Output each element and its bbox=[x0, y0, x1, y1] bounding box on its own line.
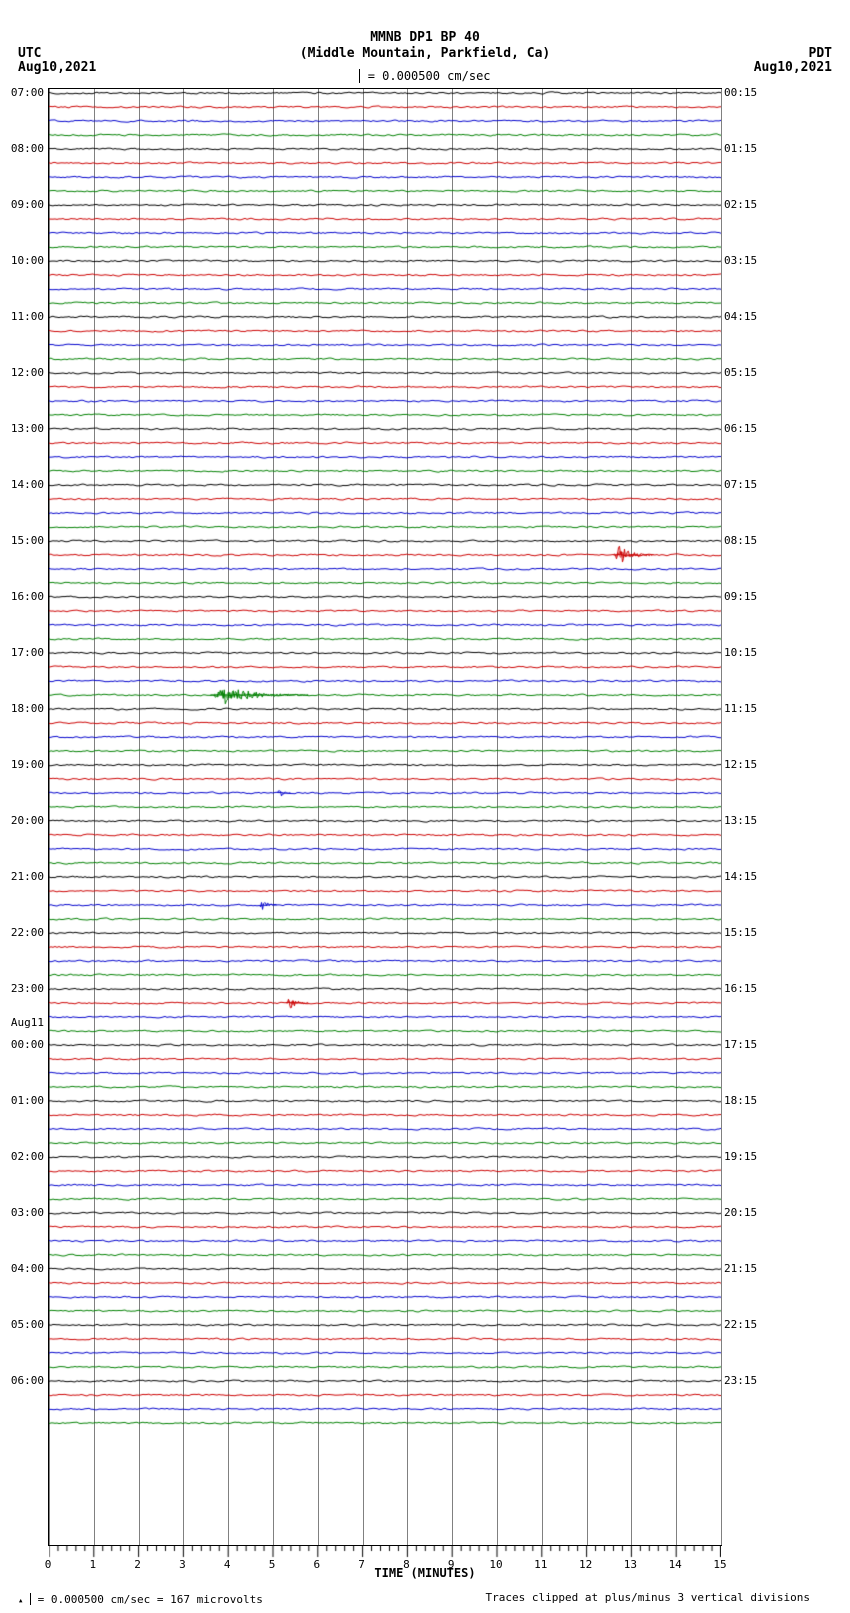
x-tick-label: 9 bbox=[441, 1558, 461, 1571]
x-tick-label: 12 bbox=[576, 1558, 596, 1571]
seismogram-traces bbox=[49, 89, 721, 1545]
utc-time-label: 22:00 bbox=[2, 926, 44, 939]
pdt-time-label: 14:15 bbox=[724, 870, 757, 883]
pdt-time-label: 21:15 bbox=[724, 1262, 757, 1275]
x-tick-label: 3 bbox=[172, 1558, 192, 1571]
timezone-left: UTC bbox=[18, 46, 41, 61]
pdt-time-label: 10:15 bbox=[724, 646, 757, 659]
pdt-time-label: 19:15 bbox=[724, 1150, 757, 1163]
x-tick-label: 13 bbox=[620, 1558, 640, 1571]
x-tick-label: 0 bbox=[38, 1558, 58, 1571]
date-left: Aug10,2021 bbox=[18, 60, 96, 75]
utc-time-label: 10:00 bbox=[2, 254, 44, 267]
timezone-right: PDT bbox=[809, 46, 832, 61]
station-title: MMNB DP1 BP 40 bbox=[0, 30, 850, 45]
pdt-time-label: 02:15 bbox=[724, 198, 757, 211]
date-right: Aug10,2021 bbox=[754, 60, 832, 75]
pdt-time-label: 01:15 bbox=[724, 142, 757, 155]
pdt-time-label: 22:15 bbox=[724, 1318, 757, 1331]
utc-time-label: 18:00 bbox=[2, 702, 44, 715]
pdt-time-label: 20:15 bbox=[724, 1206, 757, 1219]
pdt-time-label: 17:15 bbox=[724, 1038, 757, 1051]
x-tick-label: 6 bbox=[307, 1558, 327, 1571]
utc-time-label: 03:00 bbox=[2, 1206, 44, 1219]
utc-time-label: 15:00 bbox=[2, 534, 44, 547]
footer-scale: ▴ = 0.000500 cm/sec = 167 microvolts bbox=[18, 1591, 263, 1606]
x-tick-label: 15 bbox=[710, 1558, 730, 1571]
pdt-time-label: 18:15 bbox=[724, 1094, 757, 1107]
utc-time-label: 02:00 bbox=[2, 1150, 44, 1163]
x-tick-label: 7 bbox=[352, 1558, 372, 1571]
seismogram-plot bbox=[48, 88, 722, 1546]
x-tick-label: 10 bbox=[486, 1558, 506, 1571]
pdt-time-label: 15:15 bbox=[724, 926, 757, 939]
x-tick-label: 5 bbox=[262, 1558, 282, 1571]
pdt-time-label: 03:15 bbox=[724, 254, 757, 267]
pdt-time-label: 04:15 bbox=[724, 310, 757, 323]
scale-text: = 0.000500 cm/sec bbox=[368, 69, 491, 83]
pdt-time-label: 08:15 bbox=[724, 534, 757, 547]
pdt-time-label: 07:15 bbox=[724, 478, 757, 491]
utc-time-label: 07:00 bbox=[2, 86, 44, 99]
location-subtitle: (Middle Mountain, Parkfield, Ca) bbox=[0, 46, 850, 61]
utc-time-label: 20:00 bbox=[2, 814, 44, 827]
utc-time-label: 01:00 bbox=[2, 1094, 44, 1107]
utc-time-label: 14:00 bbox=[2, 478, 44, 491]
x-tick-label: 2 bbox=[128, 1558, 148, 1571]
utc-time-label: 11:00 bbox=[2, 310, 44, 323]
utc-time-label: 09:00 bbox=[2, 198, 44, 211]
x-tick-label: 11 bbox=[531, 1558, 551, 1571]
x-tick-label: 4 bbox=[217, 1558, 237, 1571]
utc-time-label: 23:00 bbox=[2, 982, 44, 995]
pdt-time-label: 23:15 bbox=[724, 1374, 757, 1387]
utc-time-label: 08:00 bbox=[2, 142, 44, 155]
utc-time-label: Aug11 bbox=[2, 1016, 44, 1029]
x-tick-label: 14 bbox=[665, 1558, 685, 1571]
pdt-time-label: 16:15 bbox=[724, 982, 757, 995]
footer-clip-note: Traces clipped at plus/minus 3 vertical … bbox=[485, 1591, 810, 1604]
utc-time-label: 16:00 bbox=[2, 590, 44, 603]
x-tick-label: 8 bbox=[396, 1558, 416, 1571]
pdt-time-label: 13:15 bbox=[724, 814, 757, 827]
utc-time-label: 13:00 bbox=[2, 422, 44, 435]
pdt-time-label: 11:15 bbox=[724, 702, 757, 715]
utc-time-label: 19:00 bbox=[2, 758, 44, 771]
utc-time-label: 04:00 bbox=[2, 1262, 44, 1275]
utc-time-label: 12:00 bbox=[2, 366, 44, 379]
utc-time-label: 06:00 bbox=[2, 1374, 44, 1387]
utc-time-label: 00:00 bbox=[2, 1038, 44, 1051]
x-tick-label: 1 bbox=[83, 1558, 103, 1571]
pdt-time-label: 09:15 bbox=[724, 590, 757, 603]
pdt-time-label: 06:15 bbox=[724, 422, 757, 435]
utc-time-label: 21:00 bbox=[2, 870, 44, 883]
utc-time-label: 05:00 bbox=[2, 1318, 44, 1331]
grid-line bbox=[721, 89, 722, 1545]
pdt-time-label: 05:15 bbox=[724, 366, 757, 379]
pdt-time-label: 12:15 bbox=[724, 758, 757, 771]
scale-label: = 0.000500 cm/sec bbox=[0, 66, 850, 83]
pdt-time-label: 00:15 bbox=[724, 86, 757, 99]
utc-time-label: 17:00 bbox=[2, 646, 44, 659]
